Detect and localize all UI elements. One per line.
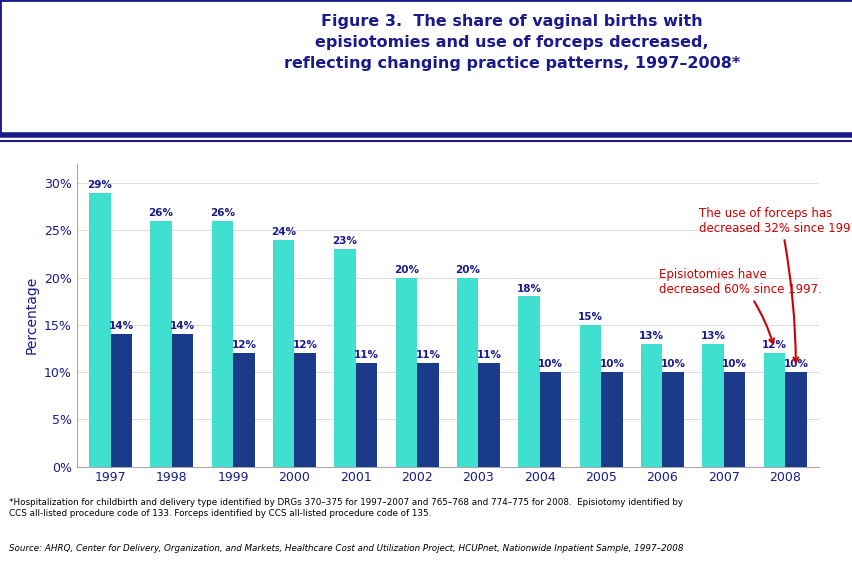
Text: 13%: 13%: [699, 331, 725, 341]
Text: *Hospitalization for childbirth and delivery type identified by DRGs 370–375 for: *Hospitalization for childbirth and deli…: [9, 498, 682, 518]
Bar: [662, 372, 683, 467]
Text: 26%: 26%: [210, 208, 234, 218]
Text: 11%: 11%: [476, 350, 501, 360]
Bar: [579, 325, 601, 467]
Text: 10%: 10%: [782, 359, 808, 369]
Text: Figure 3.  The share of vaginal births with
episiotomies and use of forceps decr: Figure 3. The share of vaginal births wi…: [284, 14, 739, 71]
Text: Episiotomies have
decreased 60% since 1997.: Episiotomies have decreased 60% since 19…: [659, 268, 821, 343]
Text: Advancing
Excellence in
Health Care: Advancing Excellence in Health Care: [110, 78, 156, 100]
Legend: Episiotomy, Forceps: Episiotomy, Forceps: [262, 97, 514, 123]
Text: AHRQ: AHRQ: [108, 41, 158, 56]
Bar: [355, 363, 377, 467]
Text: 11%: 11%: [415, 350, 440, 360]
Y-axis label: Percentage: Percentage: [25, 276, 38, 354]
FancyBboxPatch shape: [79, 9, 183, 132]
Text: 23%: 23%: [332, 236, 357, 247]
Bar: [273, 240, 294, 467]
Bar: [211, 221, 233, 467]
Bar: [784, 372, 806, 467]
Text: 14%: 14%: [170, 321, 195, 331]
Text: 29%: 29%: [87, 180, 112, 190]
Text: 12%: 12%: [292, 340, 317, 350]
Bar: [701, 344, 723, 467]
Text: 10%: 10%: [538, 359, 562, 369]
Bar: [334, 249, 355, 467]
FancyBboxPatch shape: [4, 9, 79, 132]
Text: 12%: 12%: [761, 340, 786, 350]
Bar: [457, 278, 478, 467]
Text: 24%: 24%: [271, 227, 296, 237]
Text: 26%: 26%: [148, 208, 174, 218]
Bar: [518, 297, 539, 467]
Text: 10%: 10%: [721, 359, 746, 369]
Text: 18%: 18%: [516, 283, 541, 294]
Bar: [294, 353, 315, 467]
Bar: [478, 363, 499, 467]
Bar: [763, 353, 784, 467]
Bar: [111, 334, 132, 467]
Text: Source: AHRQ, Center for Delivery, Organization, and Markets, Healthcare Cost an: Source: AHRQ, Center for Delivery, Organ…: [9, 544, 682, 554]
Bar: [539, 372, 561, 467]
Bar: [723, 372, 745, 467]
Bar: [233, 353, 255, 467]
Text: 20%: 20%: [394, 265, 418, 275]
Text: 11%: 11%: [354, 350, 378, 360]
Text: 14%: 14%: [108, 321, 134, 331]
Text: The use of forceps has
decreased 32% since 1997.: The use of forceps has decreased 32% sin…: [699, 207, 852, 362]
Bar: [417, 363, 438, 467]
Bar: [640, 344, 662, 467]
Text: 10%: 10%: [599, 359, 624, 369]
Bar: [150, 221, 171, 467]
Bar: [89, 192, 111, 467]
Text: 20%: 20%: [455, 265, 480, 275]
Bar: [171, 334, 193, 467]
Text: 10%: 10%: [660, 359, 685, 369]
Text: 13%: 13%: [638, 331, 664, 341]
Text: 12%: 12%: [231, 340, 256, 350]
Bar: [395, 278, 417, 467]
Text: 15%: 15%: [578, 312, 602, 322]
Bar: [601, 372, 622, 467]
